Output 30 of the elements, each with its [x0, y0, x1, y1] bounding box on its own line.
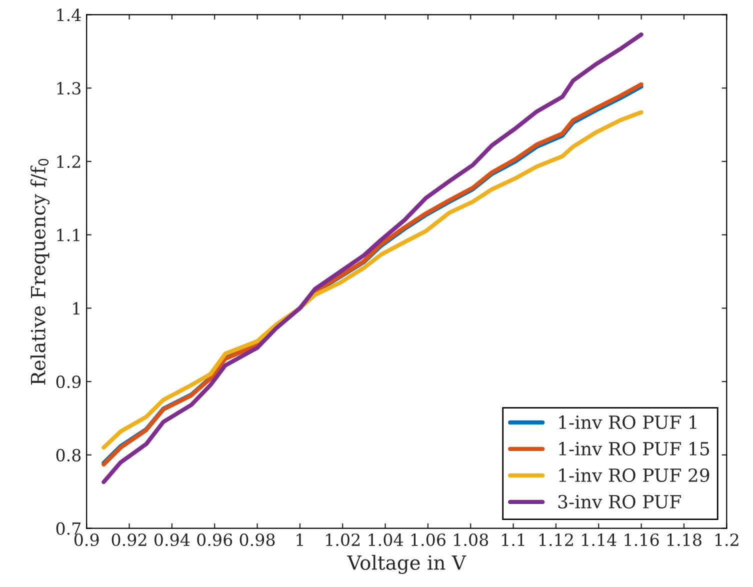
- x-tick-label: 0.94: [154, 533, 190, 546]
- x-tick-label: 1.08: [454, 533, 488, 546]
- y-tick-label: 1: [73, 302, 80, 315]
- x-tick-label: 1.2: [715, 533, 738, 546]
- x-axis-title: Voltage in V: [347, 554, 466, 574]
- y-tick-label: 1.2: [57, 155, 80, 168]
- legend-label: 1-inv RO PUF 29: [559, 468, 710, 482]
- y-tick-label: 1.4: [57, 8, 81, 22]
- x-tick-label: 1.16: [624, 533, 659, 546]
- x-tick-label: 0.92: [112, 533, 146, 546]
- x-tick-label: 1.14: [582, 533, 616, 546]
- x-tick-label: 1.02: [326, 533, 360, 546]
- y-tick-label: 1.3: [57, 82, 80, 95]
- x-tick-label: 0.96: [197, 533, 232, 546]
- x-tick-label: 1.06: [411, 533, 446, 546]
- x-tick-label: 0.98: [240, 533, 275, 546]
- y-tick-label: 0.9: [56, 376, 81, 388]
- x-tick-label: 1: [296, 533, 303, 546]
- x-tick-label: 0.9: [74, 533, 99, 546]
- x-tick-label: 1.04: [368, 533, 403, 546]
- y-tick-label: 0.8: [56, 448, 81, 462]
- y-tick-label: 1.1: [57, 228, 80, 242]
- y-tick-label: 0.7: [56, 522, 81, 535]
- legend-label: 1-inv RO PUF 15: [559, 442, 709, 456]
- legend-label: 1-inv RO PUF 1: [559, 415, 696, 430]
- x-tick-label: 1.1: [502, 533, 524, 546]
- x-tick-label: 1.18: [667, 533, 702, 546]
- x-tick-label: 1.12: [539, 533, 573, 546]
- legend-label: 3-inv RO PUF: [558, 494, 681, 509]
- y-axis-title: Relative Frequency f/f$_{0}$: [30, 158, 50, 385]
